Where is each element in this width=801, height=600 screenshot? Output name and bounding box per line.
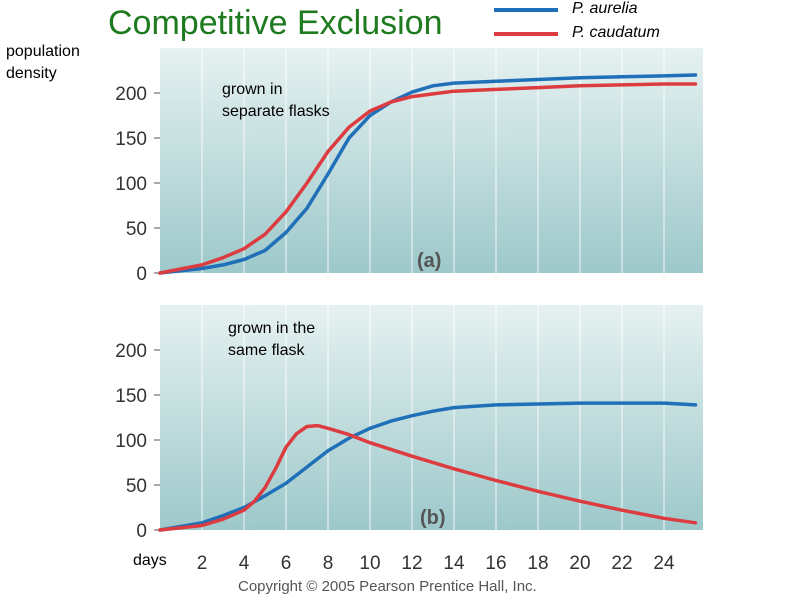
panel-a-ytick-label-200: 200	[115, 84, 147, 105]
panel-b-ytick-label-150: 150	[115, 386, 147, 407]
legend-label-aurelia: P. aurelia	[572, 0, 638, 17]
xtick-label-24: 24	[653, 553, 675, 574]
panel-b-label: (b)	[420, 507, 446, 529]
xtick-label-8: 8	[323, 553, 334, 574]
chart-title: Competitive Exclusion	[108, 4, 443, 42]
xtick-label-10: 10	[359, 553, 380, 574]
panel-b-ytick-label-50: 50	[126, 476, 147, 497]
copyright-notice: Copyright © 2005 Pearson Prentice Hall, …	[238, 578, 537, 595]
panel-a-ytick-label-50: 50	[126, 219, 147, 240]
panel-a-annotation-line-2: separate flasks	[222, 103, 330, 120]
xtick-label-6: 6	[281, 553, 292, 574]
xtick-label-4: 4	[239, 553, 250, 574]
y-axis-label: population density	[6, 43, 80, 82]
panel-a-series-caudatum-line	[158, 82, 698, 275]
xtick-label-22: 22	[611, 553, 632, 574]
xtick-label-20: 20	[569, 553, 590, 574]
panel-a-ytick-label-100: 100	[115, 174, 147, 195]
panel-b-series-caudatum-line	[158, 423, 698, 532]
panel-b-ytick-label-100: 100	[115, 431, 147, 452]
panel-b-annotation-line-1: grown in the	[228, 320, 315, 337]
panel-b-background	[160, 305, 703, 530]
xtick-label-2: 2	[197, 553, 208, 574]
x-axis-unit-label: days	[133, 552, 167, 569]
panel-a-ytick-label-0: 0	[136, 264, 147, 285]
legend-label-caudatum: P. caudatum	[572, 24, 660, 41]
legend-swatch-aurelia	[494, 8, 558, 12]
panel-b-ytick-label-0: 0	[136, 521, 147, 542]
panel-a-series-aurelia-line	[158, 73, 698, 275]
panel-a-annotation-line-1: grown in	[222, 81, 282, 98]
xtick-label-16: 16	[485, 553, 506, 574]
panel-b-ytick-label-200: 200	[115, 341, 147, 362]
panel-b-annotation-line-2: same flask	[228, 342, 305, 359]
xtick-label-18: 18	[527, 553, 548, 574]
xtick-label-12: 12	[401, 553, 422, 574]
panel-a-label: (a)	[417, 250, 441, 272]
legend-swatch-caudatum	[494, 32, 558, 36]
panel-a-ytick-label-150: 150	[115, 129, 147, 150]
xtick-label-14: 14	[443, 553, 465, 574]
